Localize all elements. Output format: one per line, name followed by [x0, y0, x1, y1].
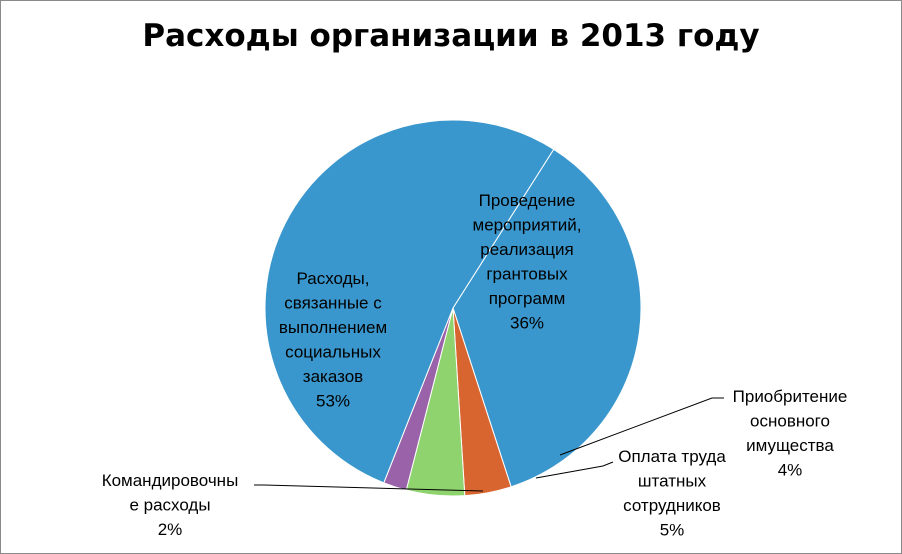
slice-label-line: имущества	[746, 436, 834, 455]
slice-label-line: заказов	[303, 367, 363, 386]
slice-label-line: грантовых	[486, 265, 568, 284]
slice-label-line: социальных	[285, 343, 381, 362]
slice-label: Командировочны е расходы 2%	[102, 471, 239, 539]
slice-label-line: выполнением	[279, 318, 387, 337]
pie-slice	[264, 119, 555, 484]
slice-label-line: Приобритение	[733, 387, 848, 406]
leader-line	[535, 461, 614, 479]
slice-label-line: сотрудников	[623, 496, 721, 515]
slice-label-line: Расходы,	[297, 269, 370, 288]
slice-value-label: 53%	[316, 392, 350, 411]
slice-label-line: е расходы	[129, 496, 210, 515]
slice-label: Проведение мероприятий, реализация грантовы…	[473, 191, 582, 333]
slice-label-line: штатных	[638, 472, 707, 491]
slice-label-line: Проведение	[479, 191, 576, 210]
slice-label-line: мероприятий,	[473, 216, 582, 235]
chart-title: Расходы организации в 2013 году	[142, 18, 760, 54]
slice-label: Приобритение основного имущества 4%	[733, 387, 848, 480]
slice-label: Оплата труда штатных сотрудников 5%	[618, 447, 726, 540]
slice-label-line: Командировочны	[102, 471, 239, 490]
slice-value-label: 5%	[660, 521, 685, 540]
slice-label-line: программ	[489, 289, 566, 308]
slice-value-label: 2%	[158, 520, 183, 539]
slice-label-line: связанные с	[284, 294, 382, 313]
slice-label-line: Оплата труда	[618, 447, 726, 466]
slice-label-line: реализация	[480, 240, 573, 259]
leader-line	[559, 397, 724, 456]
leader-line	[254, 484, 484, 492]
slice-value-label: 4%	[778, 461, 803, 480]
slice-label-line: основного	[750, 412, 830, 431]
slice-label: Расходы, связанные с выполнением социальных…	[279, 269, 387, 411]
pie-slice	[452, 148, 642, 488]
slice-value-label: 36%	[510, 314, 544, 333]
